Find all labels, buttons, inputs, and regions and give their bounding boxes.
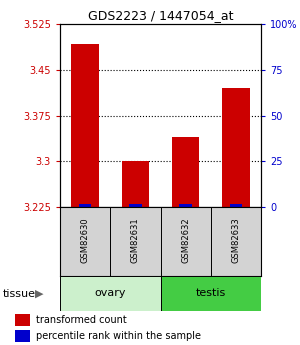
Bar xyxy=(160,276,261,310)
Bar xyxy=(15,330,30,342)
Bar xyxy=(15,314,30,326)
Text: GSM82633: GSM82633 xyxy=(231,217,240,263)
Title: GDS2223 / 1447054_at: GDS2223 / 1447054_at xyxy=(88,9,233,22)
Text: ▶: ▶ xyxy=(34,289,43,299)
Bar xyxy=(110,207,160,276)
Bar xyxy=(211,207,261,276)
Bar xyxy=(179,204,192,207)
Bar xyxy=(60,207,110,276)
Bar xyxy=(172,137,200,207)
Bar xyxy=(129,204,142,207)
Bar xyxy=(122,161,149,207)
Bar xyxy=(71,44,99,207)
Bar xyxy=(60,276,160,310)
Bar xyxy=(79,204,91,207)
Text: percentile rank within the sample: percentile rank within the sample xyxy=(36,331,201,341)
Text: GSM82632: GSM82632 xyxy=(181,217,190,263)
Bar xyxy=(160,207,211,276)
Bar xyxy=(222,88,250,207)
Text: testis: testis xyxy=(196,288,226,298)
Text: GSM82630: GSM82630 xyxy=(81,217,90,263)
Text: tissue: tissue xyxy=(3,289,36,299)
Bar xyxy=(230,204,242,207)
Text: ovary: ovary xyxy=(94,288,126,298)
Text: GSM82631: GSM82631 xyxy=(131,217,140,263)
Text: transformed count: transformed count xyxy=(36,315,127,325)
